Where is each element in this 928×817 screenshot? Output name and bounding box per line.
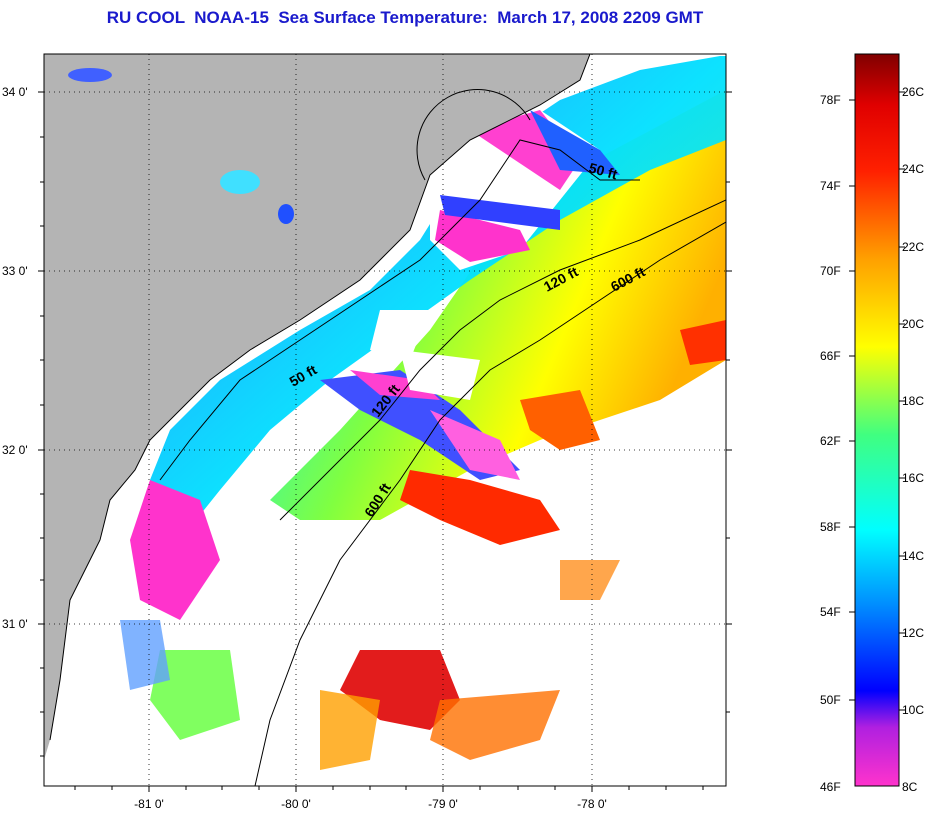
colorbar-label-c: 14C xyxy=(902,549,924,563)
colorbar-label-c: 16C xyxy=(902,471,924,485)
lon-ticks xyxy=(74,786,704,792)
colorbar-label-c: 26C xyxy=(902,85,924,99)
contour-600ft xyxy=(254,221,726,786)
lat-label: 32 0' xyxy=(2,443,28,457)
contour-120ft xyxy=(279,199,726,521)
coastline xyxy=(49,54,591,741)
lon-label: -80 0' xyxy=(281,797,311,811)
colorbar-label-c: 20C xyxy=(902,317,924,331)
map-frame xyxy=(43,53,727,787)
colorbar-label-c: 12C xyxy=(902,626,924,640)
colorbar-label-f: 78F xyxy=(820,93,841,107)
lon-label: -79 0' xyxy=(428,797,458,811)
lat-ticks xyxy=(38,91,732,757)
colorbar-label-f: 58F xyxy=(820,520,841,534)
graticule xyxy=(44,54,726,786)
land xyxy=(44,54,590,760)
colorbar-label-f: 62F xyxy=(820,434,841,448)
map-image: 50 ft 120 ft 600 ft 50 ft 120 ft 600 ft xyxy=(44,54,726,786)
lat-label: 31 0' xyxy=(2,617,28,631)
colorbar-label-f: 74F xyxy=(820,179,841,193)
nearshore-water xyxy=(150,56,726,560)
lon-label: -81 0' xyxy=(134,797,164,811)
colorbar-label-c: 18C xyxy=(902,394,924,408)
colorbar-label-f: 54F xyxy=(820,605,841,619)
lat-label: 34 0' xyxy=(2,85,28,99)
colorbar-label-c: 10C xyxy=(902,703,924,717)
colorbar-label-f: 70F xyxy=(820,264,841,278)
colorbar: 78F 74F 70F 66F 62F 58F 54F 50F 46F 26C … xyxy=(820,53,924,794)
colorbar-label-c: 24C xyxy=(902,162,924,176)
lat-label: 33 0' xyxy=(2,264,28,278)
colorbar-label-c: 22C xyxy=(902,240,924,254)
colorbar-label-f: 50F xyxy=(820,693,841,707)
colorbar-label-f: 46F xyxy=(820,780,841,794)
map-title: RU COOL NOAA-15 Sea Surface Temperature:… xyxy=(106,8,704,27)
contour-50ft xyxy=(159,139,640,481)
warm-patch-south xyxy=(400,470,560,545)
lon-label: -78 0' xyxy=(577,797,607,811)
colorbar-label-c: 8C xyxy=(902,780,918,794)
colorbar-gradient xyxy=(854,53,900,787)
colorbar-label-f: 66F xyxy=(820,349,841,363)
contour-label: 50 ft xyxy=(587,159,619,182)
